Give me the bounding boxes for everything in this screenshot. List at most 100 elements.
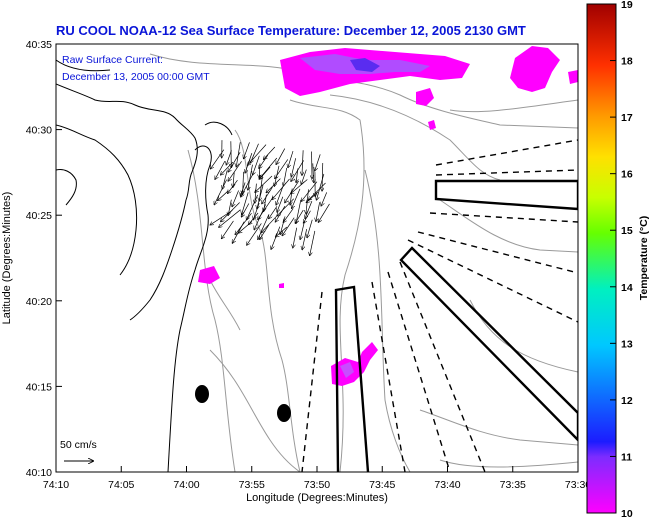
current-vector bbox=[228, 161, 242, 181]
current-vector bbox=[228, 151, 241, 172]
current-vector bbox=[275, 205, 286, 222]
y-axis-ticks: 40:35 40:30 40:25 40:20 40:15 40:10 bbox=[26, 39, 62, 479]
colorbar-tick-label: 14 bbox=[621, 282, 633, 294]
y-tick-label: 40:15 bbox=[26, 381, 52, 393]
current-vector bbox=[277, 198, 295, 216]
x-tick-label: 73:45 bbox=[369, 479, 395, 491]
current-vector bbox=[260, 224, 270, 240]
current-vector bbox=[264, 146, 276, 159]
current-vector bbox=[258, 214, 270, 239]
current-vector bbox=[257, 185, 264, 209]
current-vector bbox=[261, 214, 279, 232]
current-vector bbox=[228, 179, 238, 193]
current-vector bbox=[219, 209, 241, 228]
current-vector bbox=[253, 155, 260, 175]
current-vector bbox=[316, 202, 321, 221]
x-tick-label: 73:55 bbox=[239, 479, 265, 491]
colorbar bbox=[586, 3, 617, 514]
current-vector bbox=[238, 221, 253, 233]
current-vector bbox=[222, 170, 228, 188]
current-vector bbox=[259, 155, 269, 168]
current-vector bbox=[262, 187, 273, 203]
current-vector bbox=[274, 165, 280, 186]
current-vector bbox=[253, 203, 260, 219]
current-vector bbox=[232, 190, 239, 207]
current-vector bbox=[300, 220, 305, 239]
current-vector bbox=[307, 219, 313, 238]
colorbar-ticks: 10 11 12 13 14 15 16 17 18 19 bbox=[610, 0, 633, 519]
current-vector bbox=[293, 227, 298, 248]
colorbar-tick-label: 15 bbox=[621, 225, 633, 237]
x-tick-label: 74:10 bbox=[43, 479, 69, 491]
current-vector bbox=[243, 171, 244, 194]
plot-area bbox=[56, 44, 578, 472]
x-tick-label: 73:50 bbox=[304, 479, 330, 491]
current-vector bbox=[276, 226, 288, 237]
x-tick-label: 73:35 bbox=[500, 479, 526, 491]
sst-patches bbox=[198, 46, 578, 386]
x-tick-label: 73:30 bbox=[565, 479, 591, 491]
x-tick-label: 74:05 bbox=[108, 479, 134, 491]
current-vector bbox=[218, 190, 229, 201]
current-vector bbox=[241, 182, 246, 196]
current-vector bbox=[250, 143, 259, 163]
marker-ellipse-west bbox=[195, 385, 209, 403]
annotation-line-2: December 13, 2005 00:00 GMT bbox=[62, 71, 210, 83]
current-vector bbox=[247, 223, 262, 245]
current-vector bbox=[215, 160, 226, 179]
current-vector bbox=[316, 173, 325, 200]
current-vector bbox=[210, 210, 233, 225]
bathymetry-contours bbox=[149, 53, 578, 472]
current-vector bbox=[321, 192, 328, 205]
current-vector bbox=[282, 217, 295, 236]
current-vector bbox=[247, 194, 258, 220]
current-vector bbox=[277, 196, 284, 212]
current-vector bbox=[226, 150, 232, 164]
current-vector bbox=[249, 212, 259, 224]
y-axis-label: Latitude (Degrees:Minutes) bbox=[1, 192, 13, 325]
current-vector bbox=[244, 142, 250, 158]
y-tick-label: 40:35 bbox=[26, 39, 52, 51]
current-vector bbox=[248, 144, 267, 166]
current-vector bbox=[272, 178, 290, 199]
y-tick-label: 40:20 bbox=[26, 296, 52, 308]
current-vector bbox=[280, 216, 286, 234]
colorbar-tick-label: 18 bbox=[621, 56, 633, 68]
map-title: RU COOL NOAA-12 Sea Surface Temperature:… bbox=[56, 23, 526, 38]
current-vector bbox=[266, 178, 281, 193]
surface-current-vectors bbox=[210, 140, 330, 255]
current-vector bbox=[271, 226, 281, 250]
current-vector bbox=[211, 149, 225, 169]
current-vector bbox=[236, 142, 241, 167]
current-vector bbox=[291, 179, 308, 194]
colorbar-tick-label: 17 bbox=[621, 112, 633, 124]
colorbar-tick-label: 16 bbox=[621, 169, 633, 181]
current-vector bbox=[255, 183, 257, 203]
current-vector bbox=[269, 206, 278, 218]
current-vector bbox=[245, 152, 253, 173]
colorbar-tick-label: 12 bbox=[621, 395, 633, 407]
current-vector bbox=[308, 182, 326, 200]
current-vector bbox=[259, 163, 260, 177]
current-vector bbox=[301, 181, 318, 202]
current-vector bbox=[276, 148, 286, 165]
current-vector bbox=[288, 150, 294, 167]
current-vector bbox=[248, 164, 253, 190]
colorbar-tick-label: 10 bbox=[621, 508, 633, 519]
current-vector bbox=[315, 154, 321, 170]
current-vector bbox=[303, 210, 311, 223]
current-vector bbox=[306, 191, 319, 202]
scale-label: 50 cm/s bbox=[60, 439, 97, 451]
current-vector bbox=[292, 188, 301, 208]
y-tick-label: 40:25 bbox=[26, 210, 52, 222]
x-tick-label: 73:40 bbox=[434, 479, 460, 491]
radar-sectors bbox=[334, 179, 578, 472]
current-vector bbox=[301, 169, 307, 185]
current-vector bbox=[318, 203, 330, 222]
y-tick-label: 40:10 bbox=[26, 467, 52, 479]
y-tick-label: 40:30 bbox=[26, 125, 52, 137]
colorbar-tick-label: 13 bbox=[621, 338, 633, 350]
current-vector bbox=[222, 220, 234, 239]
colorbar-tick-label: 11 bbox=[621, 451, 632, 463]
